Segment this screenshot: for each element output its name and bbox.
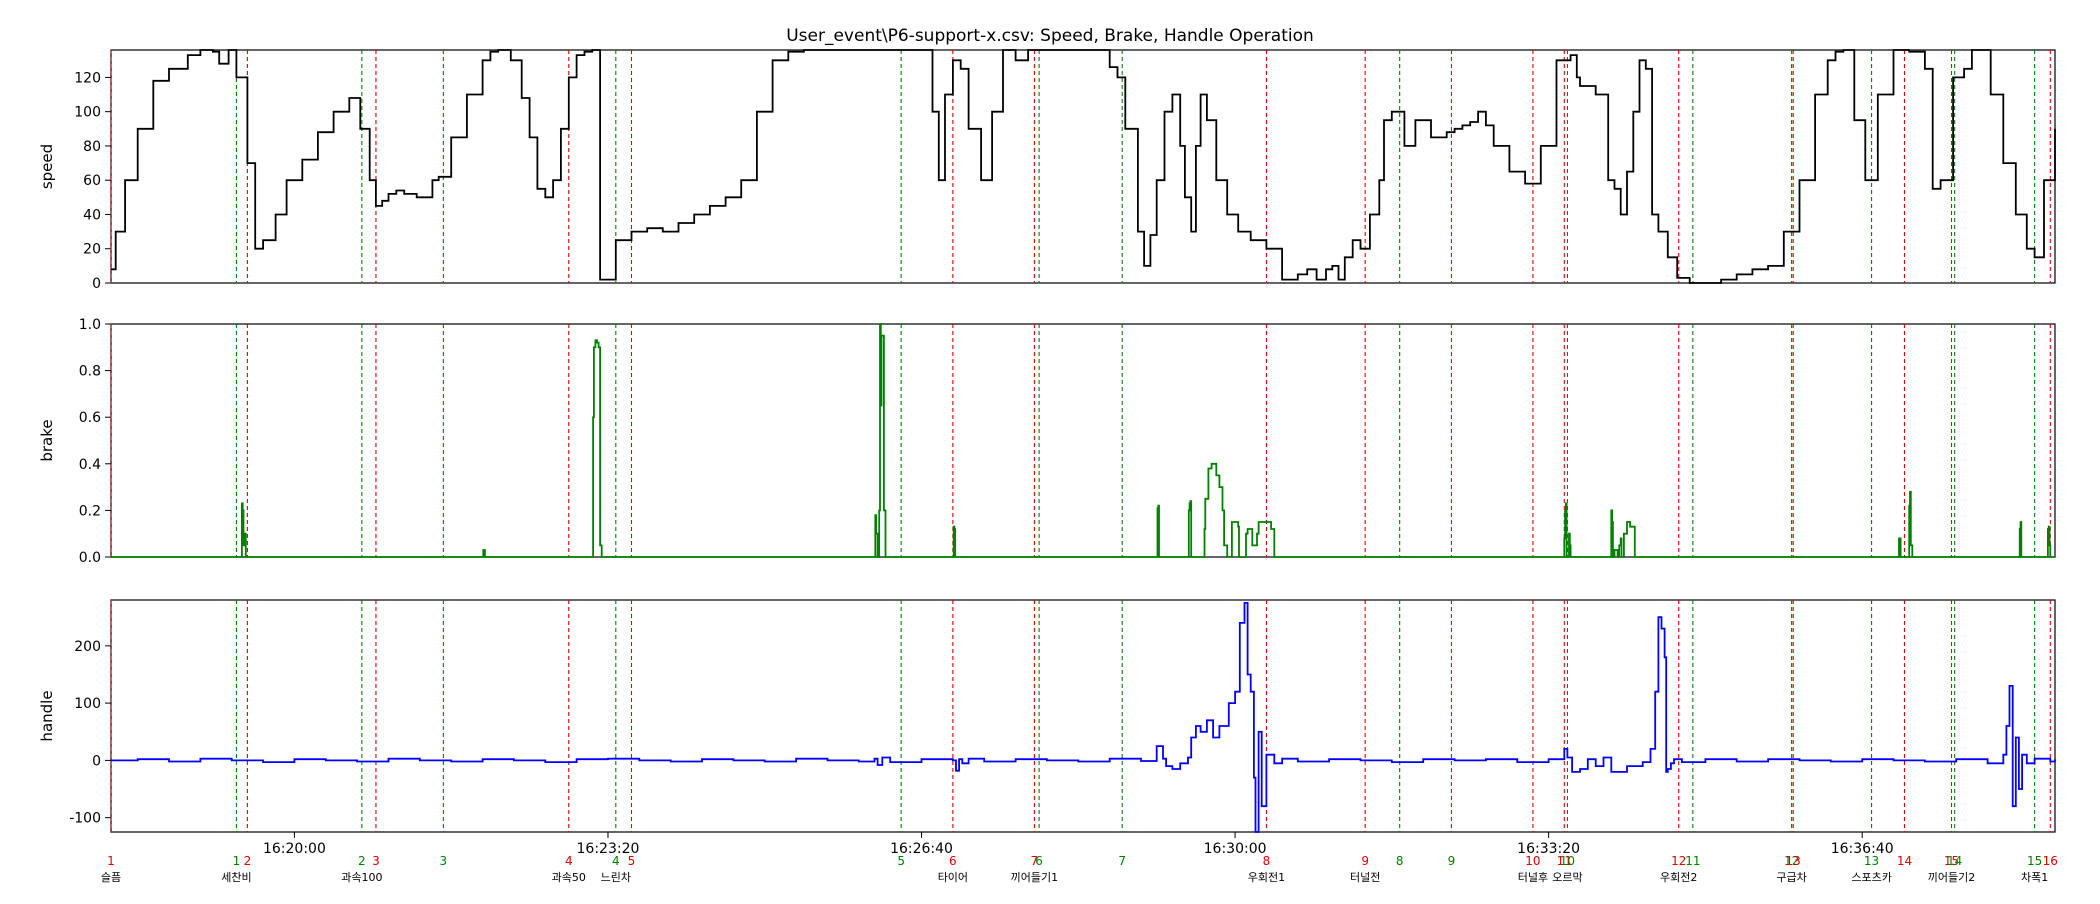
brake-ytick-label: 1.0 [79,317,101,333]
event-number-label: 13 [1786,854,1801,868]
speed-ytick-label: 100 [74,105,101,121]
brake-ytick-label: 0.0 [79,550,101,566]
event-number-label: 2 [358,854,366,868]
event-number-label: 6 [949,854,957,868]
event-number-label: 14 [1897,854,1912,868]
handle-ylabel: handle [38,690,56,741]
event-number-label: 14 [1947,854,1962,868]
x-time-tick-label: 16:20:00 [263,841,326,857]
event-number-label: 10 [1525,854,1540,868]
event-number-label: 8 [1263,854,1271,868]
event-number-label: 4 [565,854,573,868]
event-number-label: 9 [1448,854,1456,868]
brake-panel-frame [111,324,2055,557]
brake-series-line [111,324,2055,557]
handle-ytick-label: -100 [69,811,101,827]
event-number-label: 11 [1685,854,1700,868]
handle-ytick-label: 100 [74,696,101,712]
x-time-tick-label: 16:30:00 [1204,841,1267,857]
speed-ytick-label: 40 [83,207,101,223]
event-name-label: 구급차 [1776,871,1806,884]
brake-ytick-label: 0.2 [79,503,101,519]
event-number-label: 9 [1361,854,1369,868]
event-name-label: 터널전 [1350,871,1380,884]
brake-ylabel: brake [38,419,56,461]
handle-ytick-label: 0 [92,753,101,769]
event-name-label: 터널후 [1518,871,1548,884]
event-number-label: 7 [1118,854,1126,868]
event-name-label: 차폭1 [2021,871,2048,884]
handle-series-line [111,603,2055,832]
chart-title: User_event\P6-support-x.csv: Speed, Brak… [786,26,1314,46]
event-number-label: 3 [372,854,380,868]
speed-ytick-label: 60 [83,173,101,189]
event-number-label: 15 [2027,854,2042,868]
brake-ytick-label: 0.4 [79,457,101,473]
event-name-label: 슬픔 [101,871,121,884]
speed-panel-frame [111,50,2055,283]
event-number-label: 4 [612,854,620,868]
event-number-label: 12 [1671,854,1686,868]
event-name-label: 우회전1 [1248,871,1285,884]
speed-series-line [111,50,2055,283]
event-name-label: 끼어들기2 [1928,871,1975,884]
event-number-label: 1 [107,854,115,868]
event-number-label: 10 [1560,854,1575,868]
event-number-label: 2 [244,854,252,868]
speed-ytick-label: 80 [83,139,101,155]
speed-ytick-label: 120 [74,70,101,86]
handle-ytick-label: 200 [74,639,101,655]
x-time-tick-label: 16:36:40 [1831,841,1894,857]
event-name-label: 느린차 [601,871,631,884]
event-name-label: 오르막 [1552,871,1582,884]
event-name-label: 스포츠카 [1851,871,1891,884]
event-number-label: 13 [1864,854,1879,868]
speed-ytick-label: 20 [83,242,101,258]
event-name-label: 과속50 [552,871,586,884]
event-name-label: 우회전2 [1660,871,1697,884]
event-number-label: 5 [628,854,636,868]
brake-ytick-label: 0.6 [79,410,101,426]
handle-panel-frame [111,600,2055,832]
event-number-label: 8 [1396,854,1404,868]
event-number-label: 3 [440,854,448,868]
event-name-label: 과속100 [341,871,382,884]
event-number-label: 6 [1035,854,1043,868]
event-number-label: 5 [897,854,905,868]
event-number-label: 16 [2043,854,2058,868]
event-name-label: 타이어 [938,871,968,884]
speed-ytick-label: 0 [92,276,101,292]
brake-ytick-label: 0.8 [79,364,101,380]
event-name-label: 끼어들기1 [1011,871,1058,884]
event-number-label: 1 [233,854,241,868]
speed-ylabel: speed [38,144,56,189]
event-name-label: 세찬비 [221,870,251,884]
